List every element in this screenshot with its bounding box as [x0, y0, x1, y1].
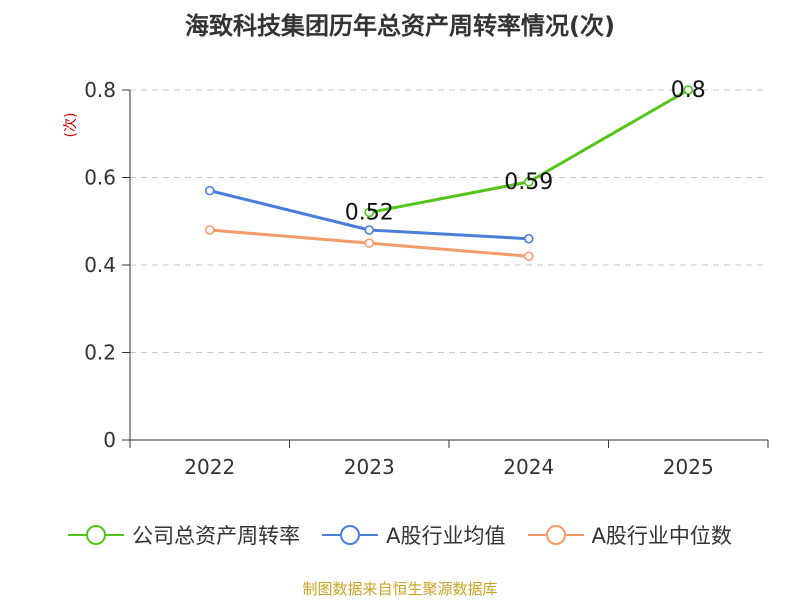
y-tick-label: 0.8 — [84, 78, 116, 102]
data-label: 0.8 — [671, 78, 706, 103]
legend: 公司总资产周转率 A股行业均值 A股行业中位数 — [0, 520, 800, 550]
y-axis-label: (次) — [63, 113, 79, 138]
x-tick-label: 2025 — [663, 455, 714, 479]
data-point — [364, 225, 375, 235]
y-tick-label: 0.2 — [84, 341, 116, 365]
data-source: 制图数据来自恒生聚源数据库 — [302, 580, 498, 598]
chart-title: 海致科技集团历年总资产周转率情况(次) — [185, 12, 615, 40]
x-tick-label: 2022 — [184, 455, 235, 479]
x-tick-label: 2024 — [503, 455, 554, 479]
data-point — [204, 225, 215, 235]
data-label: 0.52 — [345, 201, 394, 226]
data-point — [523, 177, 534, 187]
data-point — [364, 238, 375, 248]
y-tick-label: 0 — [103, 428, 116, 452]
x-tick-label: 2023 — [344, 455, 395, 479]
data-point — [523, 233, 534, 244]
legend-label-industry-mean: A股行业均值 — [386, 524, 506, 548]
legend-item-industry-mean[interactable]: A股行业均值 — [322, 520, 506, 550]
legend-swatch-industry-median — [527, 525, 584, 545]
data-point — [364, 207, 375, 218]
legend-swatch-company — [68, 525, 125, 545]
y-tick-label: 0.6 — [84, 166, 116, 190]
data-label: 0.59 — [504, 170, 553, 195]
y-tick-label: 0.4 — [84, 253, 116, 277]
data-point — [683, 85, 694, 95]
legend-label-company: 公司总资产周转率 — [132, 524, 301, 548]
legend-label-industry-median: A股行业中位数 — [591, 524, 732, 548]
legend-swatch-industry-mean — [322, 525, 379, 545]
data-point — [523, 251, 534, 262]
data-point — [204, 185, 215, 196]
legend-item-company[interactable]: 公司总资产周转率 — [68, 520, 300, 550]
legend-item-industry-median[interactable]: A股行业中位数 — [527, 520, 732, 550]
